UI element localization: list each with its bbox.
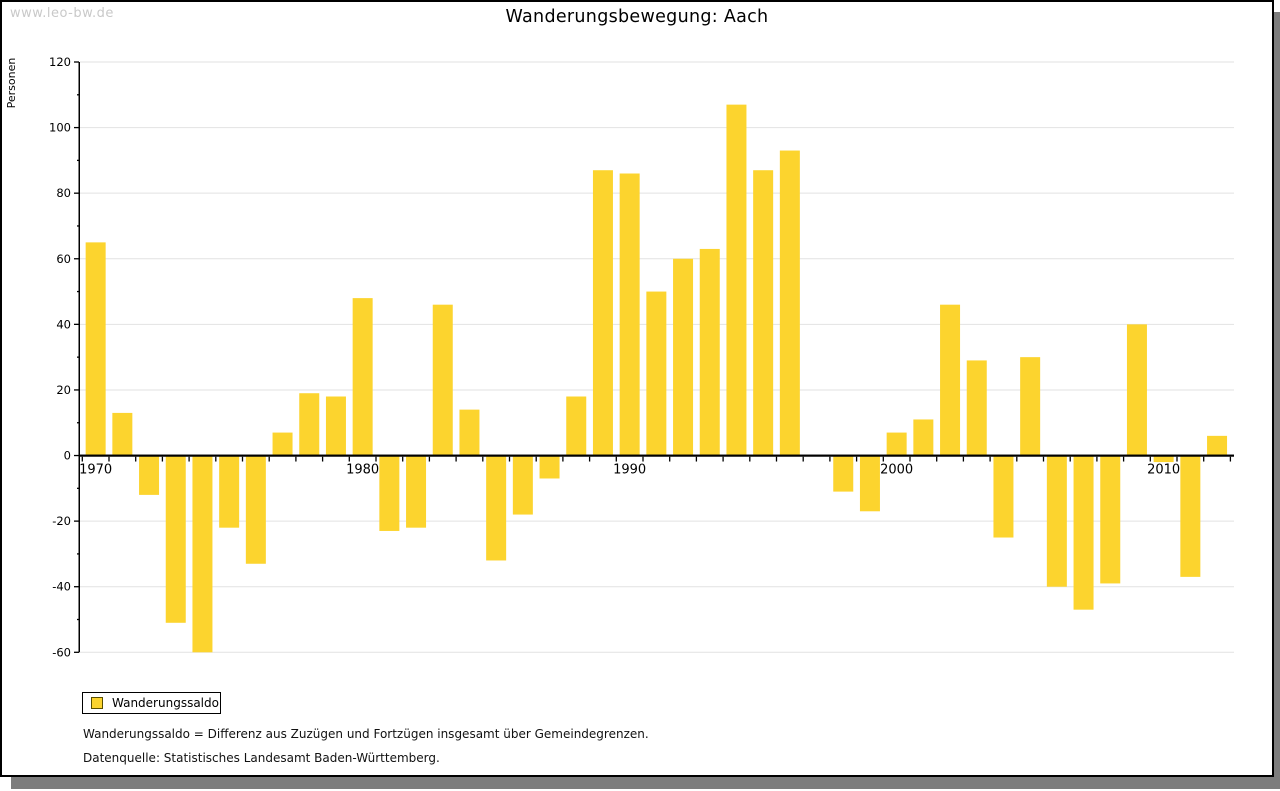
bar-1992 xyxy=(673,258,694,456)
bar-1991 xyxy=(646,291,667,456)
y-tick-label: 100 xyxy=(49,121,71,135)
bar-1976 xyxy=(245,455,266,564)
bar-1995 xyxy=(753,170,774,456)
bar-1987 xyxy=(539,455,560,479)
bar-1986 xyxy=(512,455,533,515)
y-tick-label: -20 xyxy=(52,514,71,528)
bar-1984 xyxy=(459,409,480,456)
bar-2002 xyxy=(940,304,961,456)
bar-1972 xyxy=(139,455,160,495)
bar-1998 xyxy=(833,455,854,492)
bar-2010 xyxy=(1153,455,1174,463)
bar-2012 xyxy=(1207,435,1228,456)
x-tick-label: 1980 xyxy=(346,463,379,478)
bar-2003 xyxy=(966,360,987,456)
y-tick-label: 0 xyxy=(64,449,71,463)
bar-2009 xyxy=(1126,324,1147,456)
bar-2007 xyxy=(1073,455,1094,610)
bar-1974 xyxy=(192,455,213,653)
bar-1970 xyxy=(85,242,106,456)
bar-1989 xyxy=(592,170,613,456)
legend: Wanderungssaldo xyxy=(82,692,221,714)
x-tick-label: 1970 xyxy=(79,463,112,478)
watermark-text: www.leo-bw.de xyxy=(10,6,114,21)
x-tick-label: 2010 xyxy=(1147,463,1180,478)
footnote-definition: Wanderungssaldo = Differenz aus Zuzügen … xyxy=(83,727,649,741)
bar-1985 xyxy=(486,455,507,561)
bar-1994 xyxy=(726,104,747,456)
bar-1971 xyxy=(112,412,133,456)
bar-1996 xyxy=(779,150,800,456)
bar-2004 xyxy=(993,455,1014,538)
y-tick-label: -40 xyxy=(52,580,71,594)
bar-2001 xyxy=(913,419,934,456)
bar-1981 xyxy=(379,455,400,531)
bar-1975 xyxy=(219,455,240,528)
bar-1978 xyxy=(299,393,320,456)
bar-1988 xyxy=(566,396,587,456)
bar-1982 xyxy=(406,455,427,528)
bar-1990 xyxy=(619,173,640,456)
chart-frame: www.leo-bw.de Wanderungsbewegung: Aach P… xyxy=(0,0,1274,777)
bar-1993 xyxy=(699,248,720,456)
bar-1980 xyxy=(352,298,373,456)
bar-1977 xyxy=(272,432,293,456)
y-tick-label: 60 xyxy=(56,252,71,266)
bar-2008 xyxy=(1100,455,1121,584)
page-title: Wanderungsbewegung: Aach xyxy=(505,7,769,27)
y-tick-label: 20 xyxy=(56,383,71,397)
bar-1973 xyxy=(165,455,186,623)
y-tick-label: -60 xyxy=(52,645,71,659)
x-tick-label: 2000 xyxy=(880,463,913,478)
bar-2005 xyxy=(1020,357,1041,456)
y-axis-line xyxy=(78,62,80,653)
bar-2011 xyxy=(1180,455,1201,577)
y-tick-label: 80 xyxy=(56,186,71,200)
footnote-source: Datenquelle: Statistisches Landesamt Bad… xyxy=(83,751,440,765)
y-tick-label: 40 xyxy=(56,317,71,331)
migration-bar-chart: -60 -40 -20 0 20 40 60 80 100 120 1970 1980 1990 2000… xyxy=(49,55,1234,659)
bar-2000 xyxy=(886,432,907,456)
bar-2006 xyxy=(1046,455,1067,587)
bar-1999 xyxy=(859,455,880,512)
x-axis-line xyxy=(80,454,1234,457)
legend-label: Wanderungssaldo xyxy=(112,696,219,710)
y-tick-label: 120 xyxy=(49,55,71,69)
legend-swatch xyxy=(91,697,103,709)
x-tick-label: 1990 xyxy=(613,463,646,478)
bar-1983 xyxy=(432,304,453,456)
bar-1979 xyxy=(325,396,346,456)
